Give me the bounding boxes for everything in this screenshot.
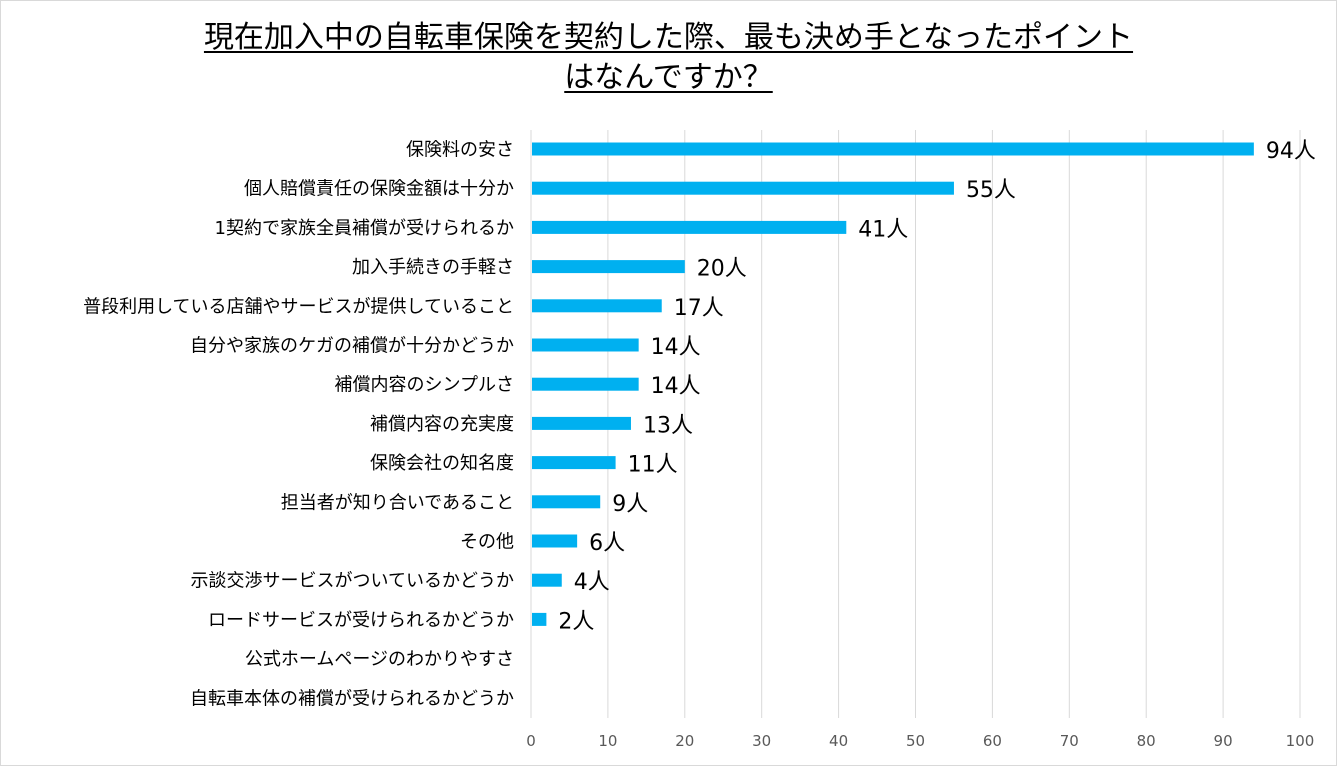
category-label: 普段利用している店舗やサービスが提供していること — [83, 296, 514, 317]
value-label: 14人 — [651, 335, 701, 360]
category-label: 個人賠償責任の保険金額は十分か — [244, 179, 514, 200]
value-label: 41人 — [858, 217, 908, 242]
category-label: 補償内容の充実度 — [370, 414, 514, 435]
bar — [532, 338, 639, 352]
category-label: 公式ホームページのわかりやすさ — [245, 649, 514, 670]
category-label: ロードサービスが受けられるかどうか — [208, 610, 514, 631]
bar — [532, 573, 562, 587]
value-label: 94人 — [1266, 139, 1316, 164]
bar — [532, 612, 547, 626]
category-label: 担当者が知り合いであること — [281, 492, 514, 513]
category-label: 自分や家族のケガの補償が十分かどうか — [190, 336, 514, 357]
x-tick-label: 0 — [526, 732, 536, 750]
bar — [532, 260, 685, 274]
bar — [532, 220, 847, 234]
bar — [532, 142, 1254, 156]
x-tick-label: 90 — [1214, 732, 1233, 750]
x-tick-label: 20 — [675, 732, 694, 750]
bar — [532, 456, 616, 470]
category-label: 自転車本体の補償が受けられるかどうか — [190, 688, 514, 709]
category-label: 示談交渉サービスがついているかどうか — [191, 571, 514, 592]
value-label: 13人 — [643, 413, 693, 438]
x-tick-label: 10 — [598, 732, 617, 750]
value-label: 4人 — [574, 570, 610, 595]
value-label: 2人 — [558, 609, 594, 634]
chart-title-line2: はなんですか？ — [564, 60, 773, 95]
value-label: 11人 — [628, 453, 678, 478]
bar — [532, 377, 639, 391]
x-tick-label: 100 — [1286, 732, 1315, 750]
category-label: その他 — [460, 532, 514, 553]
chart-title-line1: 現在加入中の自転車保険を契約した際、最も決め手となったポイント — [203, 20, 1134, 55]
category-label: 加入手続きの手軽さ — [352, 257, 514, 278]
bar — [532, 181, 954, 195]
chart-title: 現在加入中の自転車保険を契約した際、最も決め手となったポイント はなんですか？ — [0, 18, 1337, 98]
value-label: 9人 — [612, 492, 648, 517]
category-label: 保険会社の知名度 — [370, 453, 514, 474]
category-label: 保険料の安さ — [406, 140, 514, 161]
bar — [532, 416, 631, 430]
bar — [532, 299, 662, 313]
x-tick-label: 60 — [983, 732, 1002, 750]
x-tick-label: 40 — [829, 732, 848, 750]
category-label: 補償内容のシンプルさ — [335, 375, 514, 396]
x-axis-ticks: 0 10 20 30 40 50 60 70 80 90 100 — [526, 732, 1314, 750]
bars — [532, 142, 1254, 626]
x-tick-label: 80 — [1137, 732, 1156, 750]
value-label: 6人 — [589, 531, 625, 556]
category-label: 1契約で家族全員補償が受けられるか — [215, 218, 514, 239]
value-labels: 94人 55人 41人 20人 17人 14人 14人 13人 11人 9人 6人 4人 2人 — [558, 139, 1315, 634]
value-label: 14人 — [651, 374, 701, 399]
value-label: 20人 — [697, 257, 747, 282]
value-label: 55人 — [966, 178, 1016, 203]
value-label: 17人 — [674, 296, 724, 321]
x-tick-label: 70 — [1060, 732, 1079, 750]
x-tick-label: 50 — [906, 732, 925, 750]
x-tick-label: 30 — [752, 732, 771, 750]
bar — [532, 534, 578, 548]
bar — [532, 495, 601, 509]
